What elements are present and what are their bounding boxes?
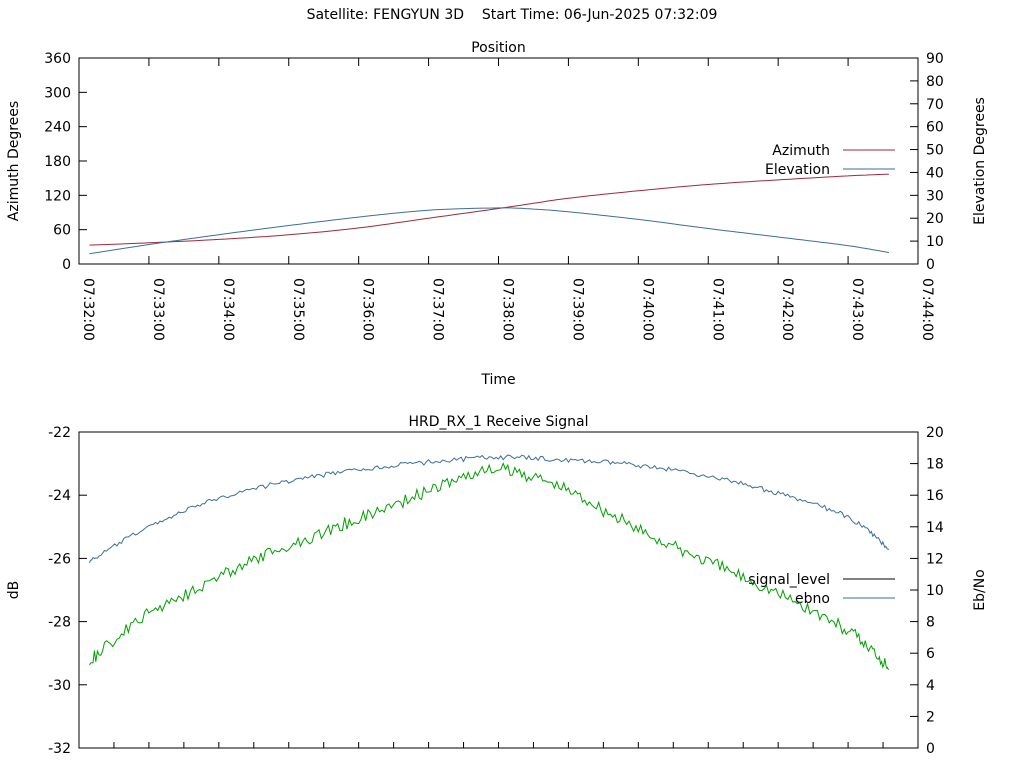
y-tick-label: -32: [48, 741, 71, 757]
y-tick-label: 360: [44, 51, 71, 67]
y2-axis-label: Elevation Degrees: [972, 97, 988, 225]
y-axis-label: Azimuth Degrees: [6, 101, 22, 221]
y-tick-label: 240: [44, 120, 71, 136]
legend-label: signal_level: [748, 572, 830, 588]
legend-label: ebno: [795, 591, 830, 607]
y2-tick-label: 12: [926, 551, 944, 567]
y-tick-label: 180: [44, 154, 71, 170]
y-tick-label: -24: [48, 488, 71, 504]
y2-tick-label: 0: [926, 741, 935, 757]
y2-tick-label: 20: [926, 211, 944, 227]
position-chart: Position 0 60 120 180 240 300 360 0 10 20 30 40 50 60 7…: [6, 40, 988, 388]
chart-title: HRD_RX_1 Receive Signal: [409, 414, 589, 430]
y2-tick-label: 10: [926, 583, 944, 599]
x-tick-label: 07:44:00: [919, 278, 935, 341]
series-line-Elevation: [89, 207, 890, 255]
page-title: Satellite: FENGYUN 3D Start Time: 06-Jun…: [0, 7, 1024, 23]
y-tick-label: -28: [48, 615, 71, 631]
y2-tick-label: 80: [926, 74, 944, 90]
y2-tick-label: 70: [926, 97, 944, 113]
x-tick-label: 07:40:00: [639, 278, 655, 341]
y-tick-label: 0: [62, 257, 71, 273]
y2-tick-label: 0: [926, 257, 935, 273]
y-tick-label: -26: [48, 551, 71, 567]
y-tick-label: 60: [53, 223, 71, 239]
y2-tick-label: 10: [926, 234, 944, 250]
y2-tick-label: 2: [926, 709, 935, 725]
y2-tick-label: 50: [926, 143, 944, 159]
y2-tick-label: 20: [926, 425, 944, 441]
y-tick-label: 300: [44, 85, 71, 101]
y2-tick-label: 40: [926, 165, 944, 181]
x-tick-label: 07:41:00: [709, 278, 725, 341]
y2-tick-label: 18: [926, 457, 944, 473]
y2-tick-label: 30: [926, 188, 944, 204]
x-tick-label: 07:39:00: [569, 278, 585, 341]
x-tick-label: 07:42:00: [779, 278, 795, 341]
x-tick-label: 07:33:00: [150, 278, 166, 341]
x-tick-label: 07:36:00: [360, 278, 376, 341]
x-tick-label: 07:38:00: [500, 278, 516, 341]
y-tick-label: 120: [44, 188, 71, 204]
series-line-ebno: [89, 454, 890, 564]
y2-tick-label: 6: [926, 646, 935, 662]
y2-axis-label: Eb/No: [972, 569, 988, 611]
y-tick-label: -22: [48, 425, 71, 441]
y2-tick-label: 16: [926, 488, 944, 504]
y2-tick-label: 60: [926, 120, 944, 136]
y2-tick-label: 90: [926, 51, 944, 67]
satellite-label: Satellite: FENGYUN 3D: [306, 7, 465, 23]
chart-title: Position: [471, 40, 526, 56]
start-time-label: Start Time: 06-Jun-2025 07:32:09: [481, 7, 718, 23]
y-axis-label: dB: [6, 581, 22, 600]
x-tick-label: 07:32:00: [80, 278, 96, 341]
plot-frame: [78, 431, 919, 749]
x-axis-label: Time: [480, 372, 515, 388]
legend-label: Elevation: [765, 162, 830, 178]
x-tick-label: 07:35:00: [290, 278, 306, 341]
y2-tick-label: 8: [926, 615, 935, 631]
y-tick-label: -30: [48, 678, 71, 694]
x-tick-label: 07:34:00: [220, 278, 236, 341]
series-line-unnamed-2: [89, 462, 890, 671]
y2-tick-label: 4: [926, 678, 935, 694]
x-tick-label: 07:43:00: [849, 278, 865, 341]
y2-tick-label: 14: [926, 520, 944, 536]
legend-label: Azimuth: [772, 143, 830, 159]
series-line-Azimuth: [89, 173, 889, 246]
x-tick-label: 07:37:00: [430, 278, 446, 341]
